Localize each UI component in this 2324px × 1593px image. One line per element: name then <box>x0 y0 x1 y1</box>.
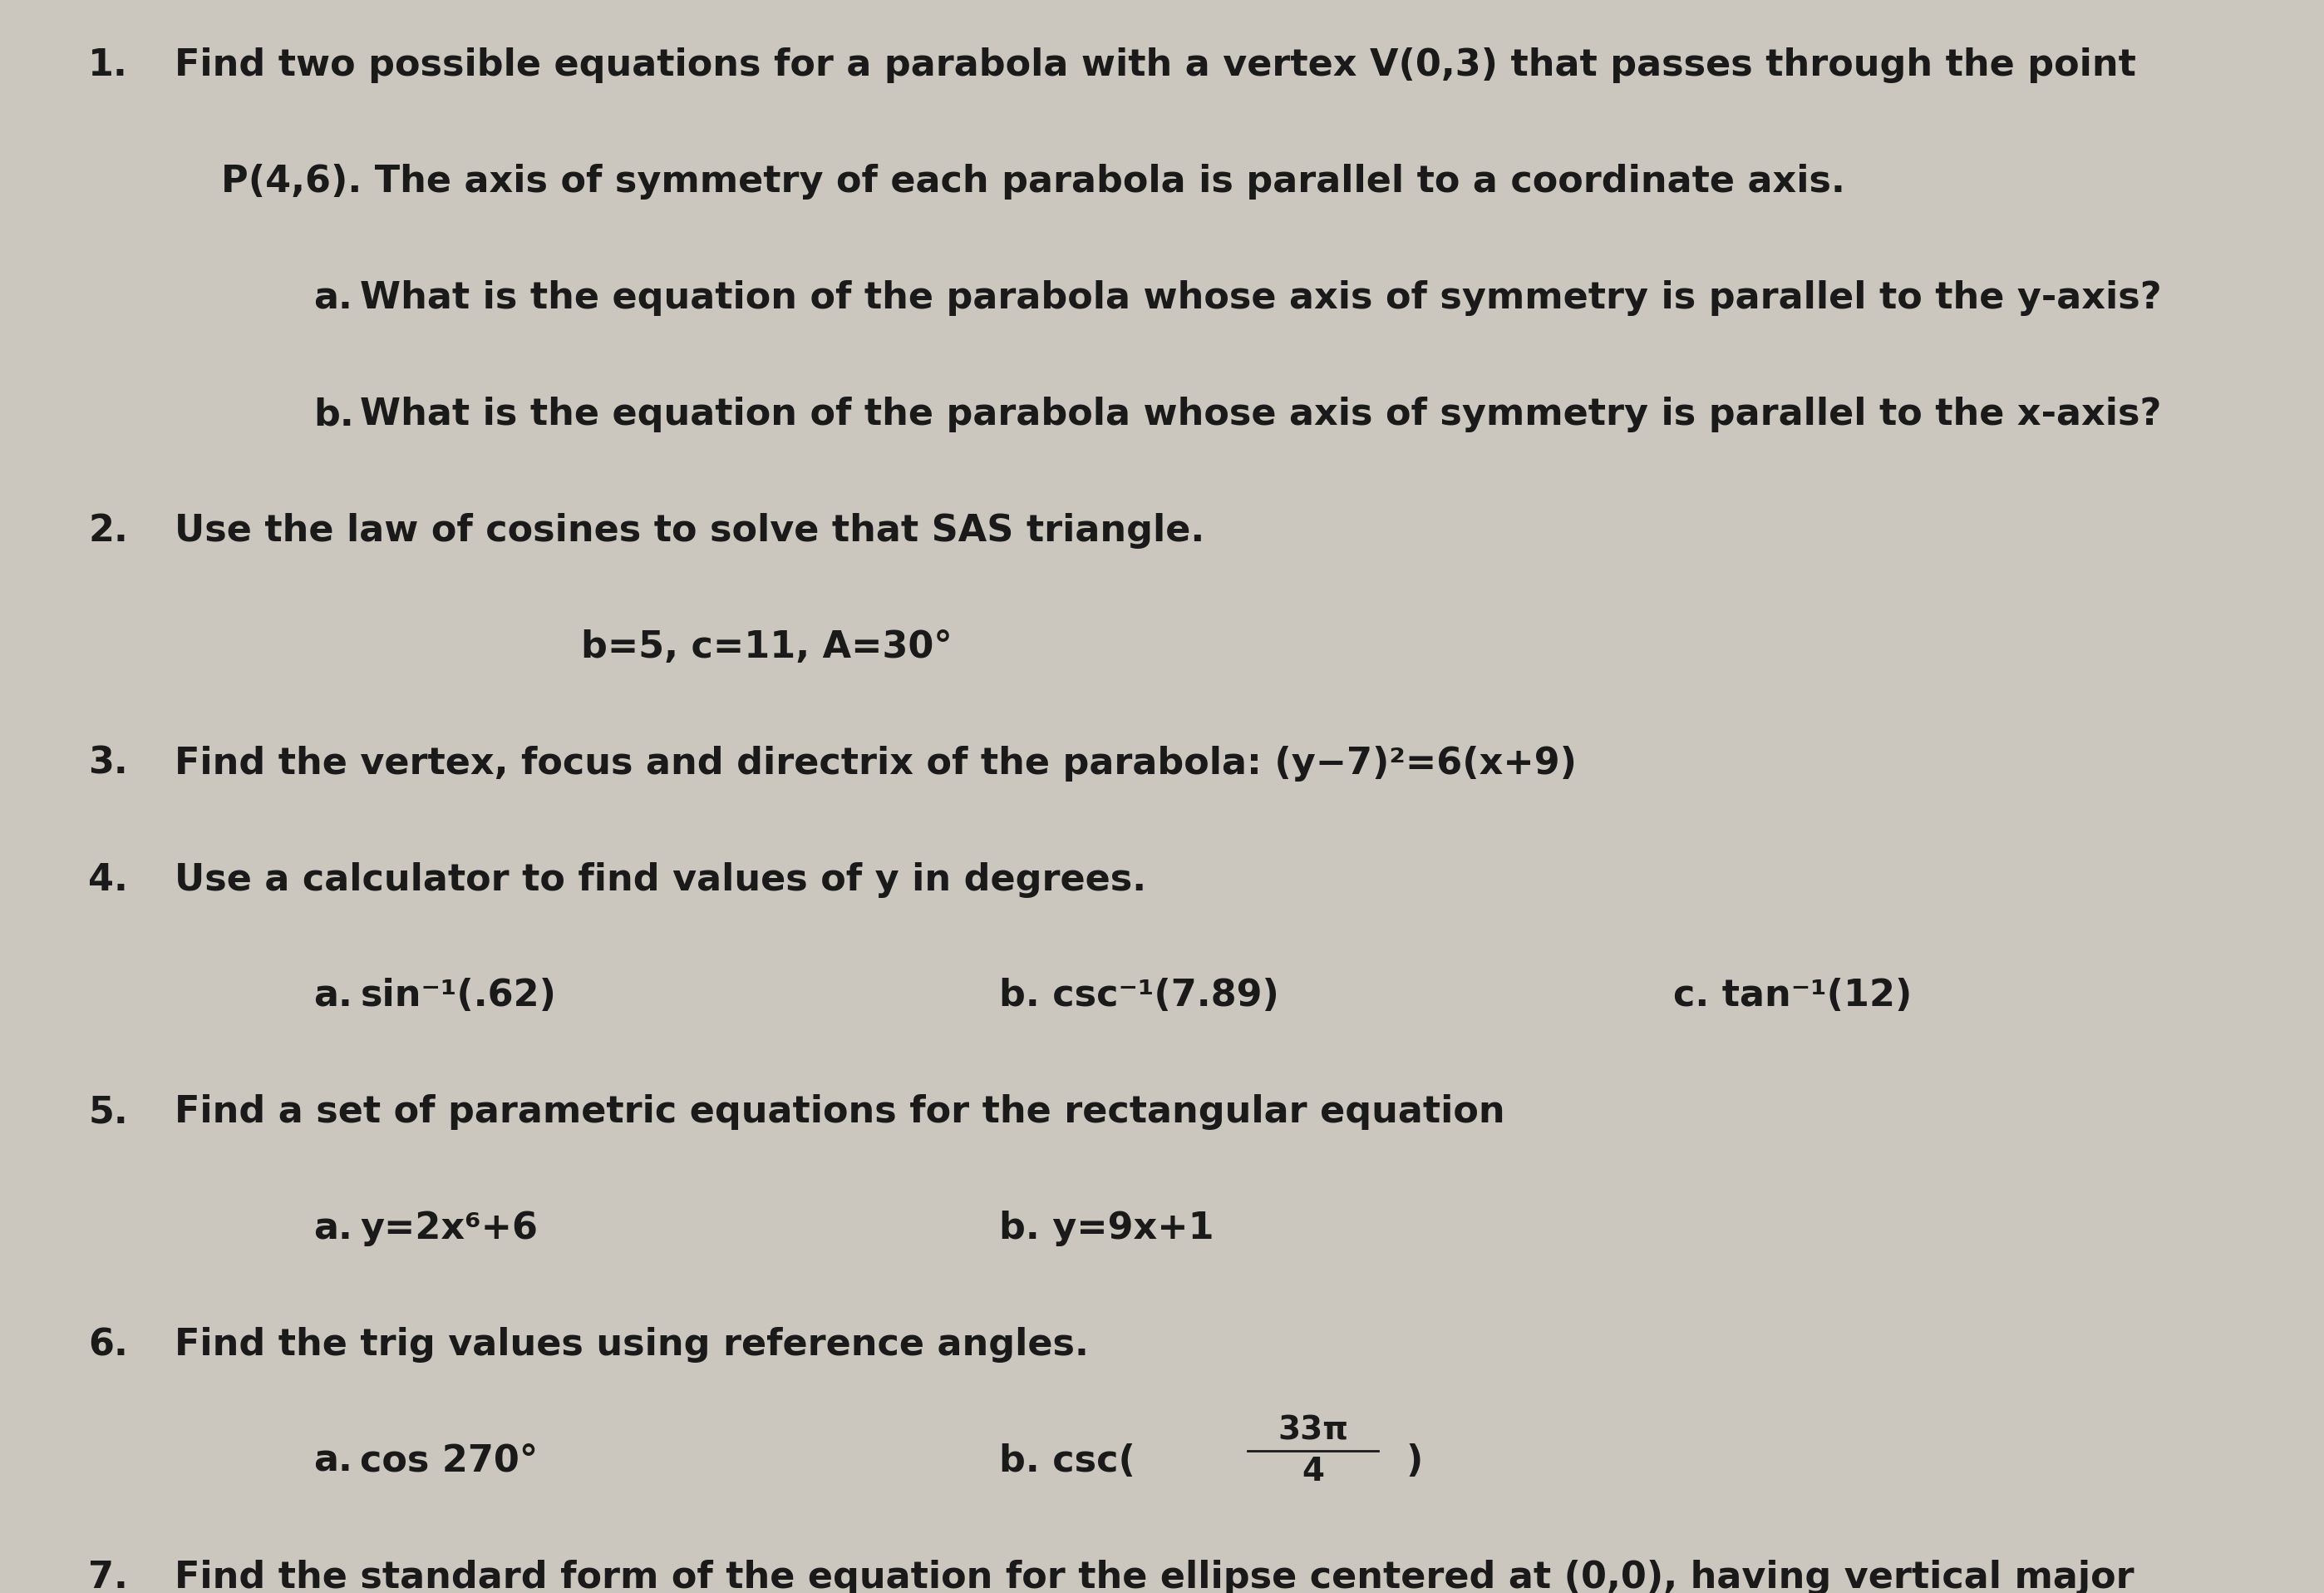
Text: Use the law of cosines to solve that SAS triangle.: Use the law of cosines to solve that SAS… <box>174 513 1204 548</box>
Text: 33π: 33π <box>1278 1415 1348 1446</box>
Text: c. tan⁻¹(12): c. tan⁻¹(12) <box>1673 978 1913 1013</box>
Text: Find a set of parametric equations for the rectangular equation: Find a set of parametric equations for t… <box>174 1094 1504 1129</box>
Text: What is the equation of the parabola whose axis of symmetry is parallel to the x: What is the equation of the parabola who… <box>360 397 2161 432</box>
Text: P(4,6). The axis of symmetry of each parabola is parallel to a coordinate axis.: P(4,6). The axis of symmetry of each par… <box>221 164 1845 199</box>
Text: Find two possible equations for a parabola with a vertex V(0,3) that passes thro: Find two possible equations for a parabo… <box>174 48 2136 83</box>
Text: a.: a. <box>314 280 353 315</box>
Text: Use a calculator to find values of y in degrees.: Use a calculator to find values of y in … <box>174 862 1146 897</box>
Text: 7.: 7. <box>88 1560 128 1593</box>
Text: a.: a. <box>314 1211 353 1246</box>
Text: Find the standard form of the equation for the ellipse centered at (0,0), having: Find the standard form of the equation f… <box>174 1560 2133 1593</box>
Text: 6.: 6. <box>88 1327 128 1362</box>
Text: 4.: 4. <box>88 862 128 897</box>
Text: What is the equation of the parabola whose axis of symmetry is parallel to the y: What is the equation of the parabola who… <box>360 280 2161 315</box>
Text: Find the trig values using reference angles.: Find the trig values using reference ang… <box>174 1327 1088 1362</box>
Text: Find the vertex, focus and directrix of the parabola: (y−7)²=6(x+9): Find the vertex, focus and directrix of … <box>174 746 1576 781</box>
Text: 4: 4 <box>1301 1456 1325 1488</box>
Text: 5.: 5. <box>88 1094 128 1129</box>
Text: 1.: 1. <box>88 48 128 83</box>
Text: b.: b. <box>314 397 353 432</box>
Text: b. csc(: b. csc( <box>999 1443 1136 1478</box>
Text: sin⁻¹(.62): sin⁻¹(.62) <box>360 978 555 1013</box>
Text: 3.: 3. <box>88 746 128 781</box>
Text: a.: a. <box>314 1443 353 1478</box>
Text: a.: a. <box>314 978 353 1013</box>
Text: cos 270°: cos 270° <box>360 1443 539 1478</box>
Text: b. csc⁻¹(7.89): b. csc⁻¹(7.89) <box>999 978 1278 1013</box>
Text: b=5, c=11, A=30°: b=5, c=11, A=30° <box>581 629 953 664</box>
Text: y=2x⁶+6: y=2x⁶+6 <box>360 1211 539 1246</box>
Text: b. y=9x+1: b. y=9x+1 <box>999 1211 1213 1246</box>
Text: 2.: 2. <box>88 513 128 548</box>
Text: ): ) <box>1406 1443 1422 1478</box>
